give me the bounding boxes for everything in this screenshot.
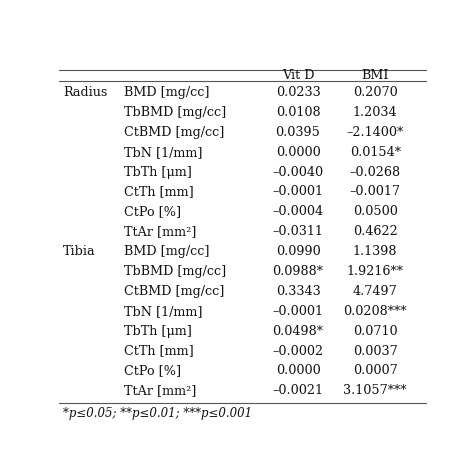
Text: –0.0001: –0.0001 [273,185,324,199]
Text: Radius: Radius [63,86,107,99]
Text: –0.0040: –0.0040 [273,166,324,179]
Text: TtAr [mm²]: TtAr [mm²] [124,225,196,238]
Text: 1.2034: 1.2034 [353,106,398,119]
Text: 0.0233: 0.0233 [276,86,320,99]
Text: BMD [mg/cc]: BMD [mg/cc] [124,86,209,99]
Text: CtTh [mm]: CtTh [mm] [124,185,193,199]
Text: –0.0017: –0.0017 [350,185,401,199]
Text: 1.1398: 1.1398 [353,245,397,258]
Text: *p≤0.05; **p≤0.01; ***p≤0.001: *p≤0.05; **p≤0.01; ***p≤0.001 [63,407,252,420]
Text: 0.0037: 0.0037 [353,344,398,358]
Text: 0.0000: 0.0000 [276,146,320,159]
Text: 0.4622: 0.4622 [353,225,398,238]
Text: BMI: BMI [361,69,389,82]
Text: CtPo [%]: CtPo [%] [124,205,181,218]
Text: CtPo [%]: CtPo [%] [124,364,181,378]
Text: 0.0154*: 0.0154* [350,146,401,159]
Text: TbN [1/mm]: TbN [1/mm] [124,146,202,159]
Text: 0.2070: 0.2070 [353,86,398,99]
Text: –0.0268: –0.0268 [350,166,401,179]
Text: –0.0311: –0.0311 [273,225,323,238]
Text: –2.1400*: –2.1400* [346,126,404,139]
Text: 4.7497: 4.7497 [353,285,398,298]
Text: 0.0710: 0.0710 [353,325,398,338]
Text: 0.0208***: 0.0208*** [344,305,407,318]
Text: Tibia: Tibia [63,245,96,258]
Text: TbTh [μm]: TbTh [μm] [124,166,191,179]
Text: TbBMD [mg/cc]: TbBMD [mg/cc] [124,106,226,119]
Text: CtBMD [mg/cc]: CtBMD [mg/cc] [124,126,224,139]
Text: 0.0108: 0.0108 [276,106,320,119]
Text: TbBMD [mg/cc]: TbBMD [mg/cc] [124,265,226,278]
Text: CtTh [mm]: CtTh [mm] [124,344,193,358]
Text: 0.0500: 0.0500 [353,205,398,218]
Text: BMD [mg/cc]: BMD [mg/cc] [124,245,209,258]
Text: –0.0001: –0.0001 [273,305,324,318]
Text: 1.9216**: 1.9216** [346,265,404,278]
Text: –0.0021: –0.0021 [273,384,324,398]
Text: TbN [1/mm]: TbN [1/mm] [124,305,202,318]
Text: 0.0007: 0.0007 [353,364,398,378]
Text: 0.0990: 0.0990 [276,245,320,258]
Text: 0.0988*: 0.0988* [273,265,324,278]
Text: –0.0004: –0.0004 [273,205,324,218]
Text: 3.1057***: 3.1057*** [344,384,407,398]
Text: 0.0498*: 0.0498* [273,325,324,338]
Text: TtAr [mm²]: TtAr [mm²] [124,384,196,398]
Text: 0.0000: 0.0000 [276,364,320,378]
Text: Vit D: Vit D [282,69,314,82]
Text: CtBMD [mg/cc]: CtBMD [mg/cc] [124,285,224,298]
Text: –0.0002: –0.0002 [273,344,324,358]
Text: TbTh [μm]: TbTh [μm] [124,325,191,338]
Text: 0.0395: 0.0395 [275,126,320,139]
Text: 0.3343: 0.3343 [276,285,320,298]
